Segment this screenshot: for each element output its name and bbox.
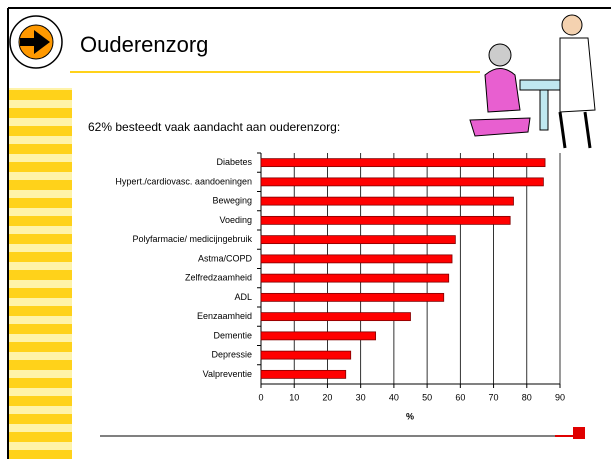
y-tick-label: Voeding [219, 215, 252, 225]
x-tick-label: 80 [522, 392, 532, 402]
x-tick-label: 10 [289, 392, 299, 402]
y-tick-label: Dementie [213, 330, 252, 340]
y-tick-label: Polyfarmacie/ medicijngebruik [132, 234, 252, 244]
y-tick-label: Astma/COPD [198, 253, 253, 263]
x-tick-label: 70 [489, 392, 499, 402]
clipart-nurse [469, 14, 596, 149]
y-tick-label: ADL [234, 292, 252, 302]
plot-area [261, 153, 560, 384]
x-tick-label: 50 [422, 392, 432, 402]
x-tick-label: 90 [555, 392, 565, 402]
logo [9, 15, 63, 69]
bar [260, 350, 352, 360]
side-stripes [8, 88, 72, 459]
y-tick-label: Valpreventie [203, 369, 252, 379]
bar [260, 369, 347, 379]
bar [260, 331, 377, 341]
y-tick-label: Diabetes [216, 157, 252, 167]
x-tick-label: 60 [455, 392, 465, 402]
x-tick-label: 20 [322, 392, 332, 402]
bar [260, 177, 544, 187]
chart-title: 62% besteedt vaak aandacht aan ouderenzo… [88, 120, 340, 134]
y-tick-label: Zelfredzaamheid [185, 273, 252, 283]
bar [260, 196, 514, 206]
y-tick-label: Eenzaamheid [197, 311, 252, 321]
x-tick-label: 30 [356, 392, 366, 402]
slide-title: Ouderenzorg [80, 32, 208, 57]
y-tick-label: Hypert./cardiovasc. aandoeningen [115, 176, 252, 186]
bar [260, 292, 445, 302]
bar [260, 254, 453, 264]
x-tick-label: 40 [389, 392, 399, 402]
bar [260, 235, 456, 245]
bar [260, 158, 546, 168]
bar [260, 273, 450, 283]
x-axis-label: % [406, 411, 414, 421]
y-tick-label: Depressie [211, 350, 252, 360]
y-tick-label: Beweging [212, 196, 252, 206]
footer-square [573, 427, 585, 439]
bar [260, 312, 411, 322]
bar [260, 215, 511, 225]
x-tick-label: 0 [258, 392, 263, 402]
